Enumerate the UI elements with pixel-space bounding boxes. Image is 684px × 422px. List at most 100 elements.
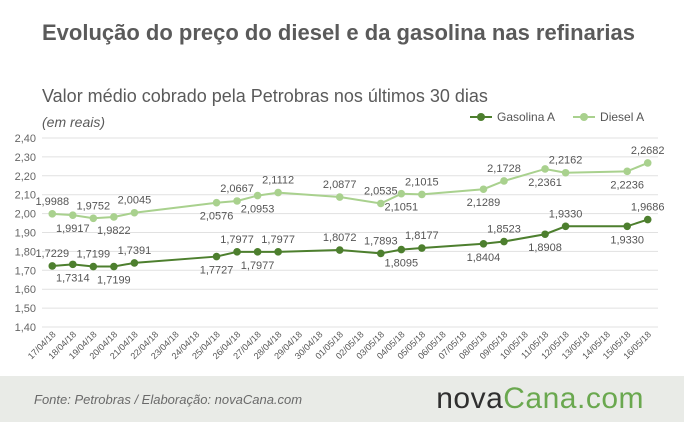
- data-point: [500, 177, 508, 185]
- data-point: [623, 222, 631, 231]
- data-point: [69, 211, 77, 219]
- data-label: 1,9330: [549, 208, 583, 220]
- chart-subtitle: Valor médio cobrado pela Petrobras nos ú…: [42, 86, 488, 106]
- data-label: 2,2162: [549, 155, 583, 167]
- source-note: Fonte: Petrobras / Elaboração: novaCana.…: [34, 392, 303, 407]
- data-point: [397, 245, 406, 254]
- data-label: 1,7314: [56, 272, 90, 284]
- footer: Fonte: Petrobras / Elaboração: novaCana.…: [0, 376, 684, 422]
- data-label: 2,1289: [467, 197, 501, 209]
- data-point: [212, 252, 221, 261]
- data-label: 2,0667: [220, 183, 254, 195]
- brand-part1: nova: [436, 382, 504, 415]
- data-label: 1,7893: [364, 235, 398, 247]
- y-tick-label: 1,60: [15, 284, 36, 296]
- data-label: 2,1015: [405, 176, 439, 188]
- data-point: [89, 262, 98, 271]
- data-label: 2,0576: [200, 211, 234, 223]
- legend: Gasolina A Diesel A: [470, 110, 644, 124]
- data-label: 2,0045: [118, 195, 152, 207]
- data-label: 1,9330: [610, 234, 644, 246]
- legend-label-diesel: Diesel A: [600, 110, 645, 124]
- data-point: [253, 248, 262, 256]
- data-point: [89, 214, 98, 223]
- data-point: [561, 168, 570, 177]
- data-label: 2,0535: [364, 185, 398, 197]
- data-label: 1,8908: [528, 242, 562, 254]
- brand-logo: novaCana.com: [436, 382, 644, 416]
- data-label: 2,0953: [241, 204, 275, 216]
- data-label: 2,2236: [610, 179, 644, 191]
- data-label: 1,9686: [631, 202, 665, 214]
- data-label: 2,2682: [631, 145, 665, 157]
- data-point: [130, 259, 139, 267]
- data-label: 2,1112: [262, 175, 294, 187]
- data-point: [418, 244, 426, 252]
- data-point: [69, 260, 77, 269]
- data-point: [377, 199, 385, 208]
- data-point: [274, 188, 282, 197]
- data-point: [541, 165, 549, 173]
- data-label: 1,7977: [220, 234, 254, 246]
- data-point: [130, 208, 139, 217]
- data-point: [397, 189, 406, 198]
- y-tick-label: 2,30: [15, 152, 36, 164]
- chart-title: Evolução do preço do diesel e da gasolin…: [42, 20, 635, 45]
- data-label: 1,7199: [97, 275, 131, 287]
- data-point: [335, 193, 344, 201]
- data-label: 1,8072: [323, 232, 357, 244]
- data-point: [110, 262, 118, 271]
- data-label: 1,8523: [487, 224, 521, 236]
- data-label: 2,2361: [528, 177, 562, 189]
- data-label: 1,7199: [77, 249, 111, 261]
- data-label: 1,9752: [77, 200, 111, 212]
- data-point: [233, 248, 241, 256]
- data-point: [541, 230, 549, 239]
- data-point: [110, 213, 118, 221]
- data-label: 1,9917: [56, 223, 90, 235]
- data-point: [212, 198, 221, 207]
- y-tick-label: 1,70: [15, 265, 36, 277]
- data-point: [253, 191, 262, 200]
- legend-label-gasolina: Gasolina A: [497, 110, 556, 124]
- y-tick-label: 2,20: [15, 171, 36, 183]
- data-point: [233, 197, 241, 205]
- legend-item-diesel: Diesel A: [573, 110, 644, 124]
- data-point: [623, 167, 631, 176]
- data-point: [479, 185, 488, 194]
- data-label: 1,7727: [200, 265, 234, 277]
- data-point: [418, 190, 426, 199]
- data-label: 1,9988: [35, 196, 69, 208]
- data-label: 1,7977: [261, 234, 295, 246]
- data-point: [48, 262, 57, 270]
- legend-swatch-diesel: [573, 112, 596, 122]
- data-point: [48, 210, 57, 218]
- data-label: 1,9822: [97, 225, 131, 237]
- data-label: 1,8095: [385, 258, 419, 270]
- y-tick-label: 1,50: [15, 303, 36, 315]
- data-point: [643, 159, 652, 167]
- y-tick-label: 2,00: [15, 209, 36, 221]
- data-label: 2,1051: [385, 202, 419, 214]
- y-tick-label: 1,40: [15, 322, 36, 334]
- data-point: [500, 237, 508, 246]
- data-point: [274, 248, 282, 256]
- y-tick-label: 2,10: [15, 190, 36, 202]
- brand-part2: Cana.com: [503, 382, 644, 415]
- data-point: [335, 246, 344, 254]
- data-point: [643, 215, 652, 224]
- y-tick-label: 2,40: [15, 133, 36, 145]
- data-label: 2,0877: [323, 179, 357, 191]
- data-label: 1,7229: [35, 248, 69, 260]
- unit-note: (em reais): [42, 114, 106, 130]
- line-chart: 1,40 1,50 1,60 1,70 1,80 1,90 2,00 2,10 2,20 2,30…: [15, 133, 665, 361]
- data-label: 1,8404: [467, 252, 501, 264]
- legend-swatch-gasolina: [470, 112, 492, 122]
- data-point: [377, 249, 385, 258]
- data-label: 2,1728: [487, 163, 521, 175]
- legend-item-gasolina: Gasolina A: [470, 110, 555, 124]
- data-label: 1,7391: [118, 245, 152, 257]
- data-point: [479, 239, 488, 248]
- data-point: [561, 222, 570, 231]
- data-label: 1,7977: [241, 260, 275, 272]
